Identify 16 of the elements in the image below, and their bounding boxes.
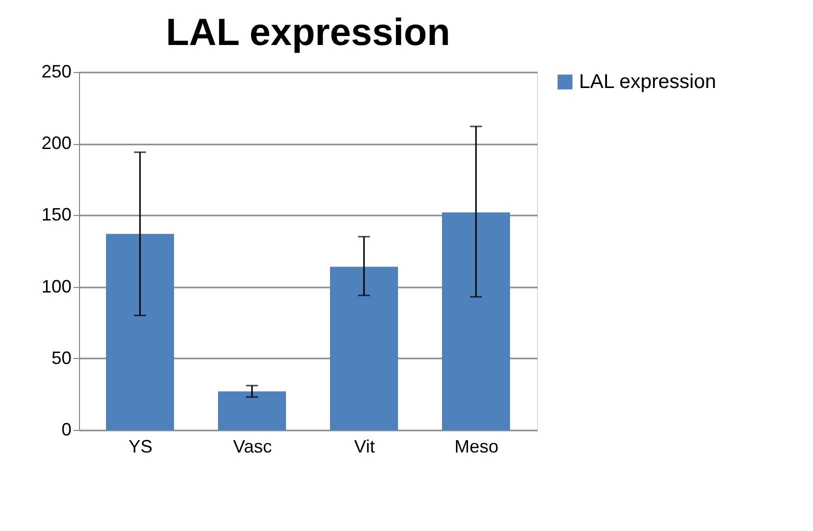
y-tick-label: 0 (61, 420, 72, 440)
bar (106, 234, 174, 430)
x-tick-label: YS (128, 436, 153, 456)
bar (442, 212, 510, 430)
y-tick-label: 150 (41, 204, 72, 225)
y-tick-label: 200 (41, 133, 72, 154)
y-tick-label: 250 (41, 62, 72, 82)
bar (218, 391, 286, 430)
bar (330, 266, 398, 430)
x-tick-label: Meso (454, 436, 499, 456)
x-tick-label: Vit (354, 436, 375, 456)
legend-label: LAL expression (579, 71, 716, 93)
x-tick-label: Vasc (233, 436, 272, 456)
y-tick-label: 100 (41, 276, 72, 296)
chart-title: LAL expression (166, 12, 450, 54)
y-tick-label: 50 (51, 348, 72, 368)
